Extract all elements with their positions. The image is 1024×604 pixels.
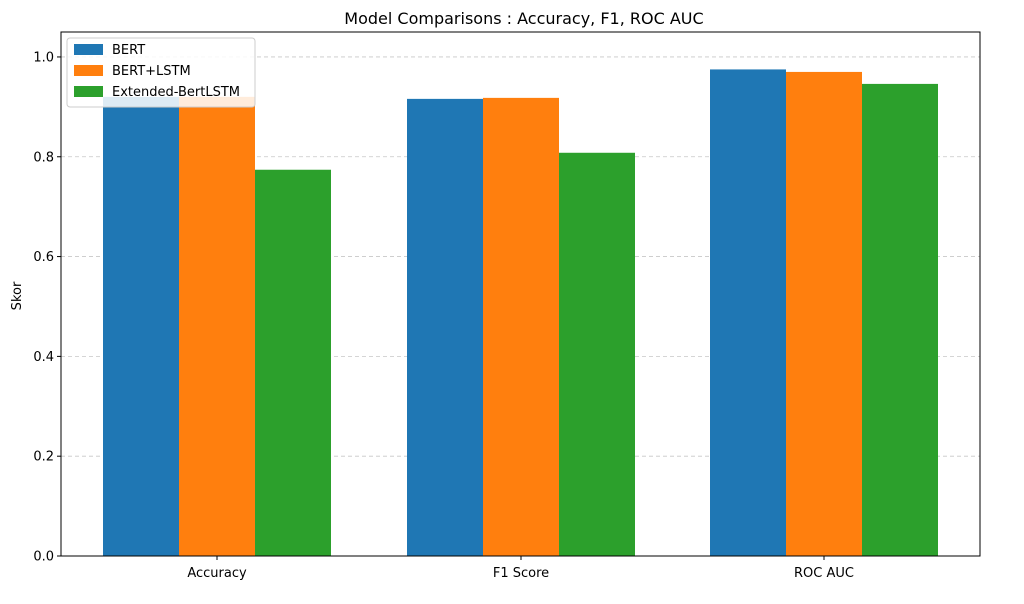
bar-extended-bertlstm-2: [862, 83, 938, 557]
legend-swatch: [74, 65, 103, 76]
legend-box: [66, 37, 256, 108]
y-tick-label: 0.0: [33, 550, 54, 565]
bar-extended-bertlstm-0: [255, 169, 331, 557]
bar-bert-2: [710, 69, 786, 556]
legend: BERT BERT+LSTM Extended-BertLSTM: [66, 37, 256, 108]
bar-bert-1: [407, 98, 483, 557]
legend-label: Extended-BertLSTM: [112, 85, 240, 100]
x-tick-label: F1 Score: [493, 566, 549, 581]
bar-bert-lstm-1: [483, 97, 559, 557]
bar-extended-bertlstm-1: [559, 152, 635, 556]
y-axis-ticks: 0.0 0.2 0.4 0.6 0.8 1.0: [33, 50, 61, 565]
y-tick-label: 0.6: [33, 250, 54, 265]
y-tick-label: 1.0: [33, 50, 54, 65]
bar-bert-0: [103, 96, 179, 556]
bar-bert-lstm-0: [179, 96, 255, 556]
y-axis-label: Skor: [10, 281, 25, 310]
legend-swatch: [74, 44, 103, 55]
x-tick-label: ROC AUC: [794, 566, 854, 581]
bars: [103, 69, 938, 557]
y-tick-label: 0.8: [33, 150, 54, 165]
x-axis-ticks: Accuracy F1 Score ROC AUC: [187, 556, 854, 581]
legend-label: BERT+LSTM: [112, 64, 191, 79]
legend-swatch: [74, 86, 103, 97]
y-tick-label: 0.2: [33, 450, 54, 465]
x-tick-label: Accuracy: [187, 566, 247, 581]
y-tick-label: 0.4: [33, 350, 54, 365]
chart-title: Model Comparisons : Accuracy, F1, ROC AU…: [344, 9, 703, 28]
bar-bert-lstm-2: [786, 71, 862, 556]
legend-label: BERT: [112, 43, 145, 58]
